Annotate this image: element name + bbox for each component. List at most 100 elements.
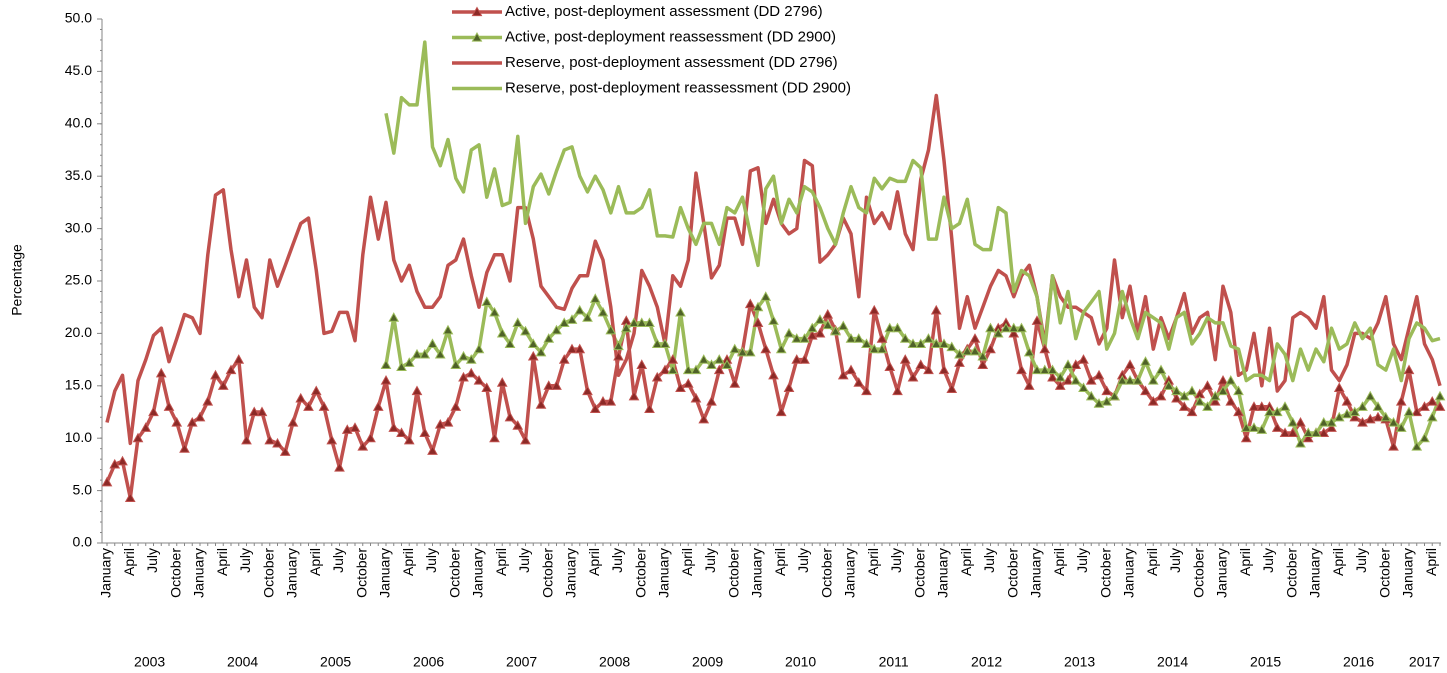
data-point <box>675 382 686 392</box>
data-point <box>853 377 865 387</box>
data-point <box>682 364 694 375</box>
data-point <box>845 333 857 343</box>
data-point <box>977 359 989 369</box>
data-point <box>589 403 601 413</box>
data-point <box>295 392 307 403</box>
data-point <box>566 314 578 324</box>
data-point <box>1062 359 1074 369</box>
y-tick-label: 40.0 <box>65 115 92 131</box>
data-point <box>752 317 764 328</box>
data-point <box>504 411 516 422</box>
data-point <box>1411 406 1423 417</box>
data-point <box>923 364 934 375</box>
data-point <box>248 406 260 417</box>
data-point <box>202 395 214 406</box>
data-point <box>1078 382 1089 392</box>
x-tick-label: April <box>493 548 509 576</box>
data-point <box>1364 413 1376 424</box>
x-tick-label: April <box>400 548 416 576</box>
data-point <box>380 375 392 385</box>
legend-label: Active, post-deployment reassessment (DD… <box>505 28 836 45</box>
data-point <box>403 434 415 445</box>
data-point <box>744 346 756 357</box>
data-point <box>868 343 880 354</box>
data-point <box>442 324 454 335</box>
data-point <box>225 364 237 375</box>
data-point <box>752 301 764 312</box>
data-point <box>1093 398 1105 408</box>
data-point <box>1240 432 1252 443</box>
data-point <box>310 385 322 396</box>
data-point <box>427 445 438 455</box>
year-label: 2005 <box>320 654 351 670</box>
data-point <box>737 346 748 357</box>
data-point <box>1054 371 1066 382</box>
year-label: 2009 <box>692 654 723 670</box>
data-point <box>450 401 462 411</box>
data-point <box>1031 315 1043 325</box>
data-point <box>636 317 648 328</box>
data-point <box>1287 416 1299 427</box>
data-point <box>1016 322 1027 333</box>
year-label: 2015 <box>1250 654 1281 670</box>
data-point <box>605 324 617 335</box>
x-tick-label: October <box>911 548 927 598</box>
x-tick-label: January <box>563 548 579 598</box>
data-point <box>597 395 609 406</box>
data-point <box>1434 390 1446 401</box>
data-point <box>644 317 655 328</box>
year-label: 2006 <box>413 654 444 670</box>
data-point <box>837 369 849 380</box>
data-point <box>775 343 787 354</box>
data-point <box>1186 385 1198 396</box>
data-point <box>1326 416 1337 427</box>
x-tick-label: January <box>1028 548 1044 598</box>
data-point <box>837 320 849 331</box>
data-point <box>915 338 927 348</box>
data-point <box>899 354 911 364</box>
data-point <box>930 304 942 315</box>
data-point <box>496 377 508 387</box>
x-tick-label: October <box>632 548 648 598</box>
data-point <box>899 333 911 343</box>
legend-marker <box>471 31 483 42</box>
data-point <box>1349 406 1361 417</box>
data-point <box>427 338 438 348</box>
data-point <box>1372 411 1384 422</box>
data-point <box>706 395 717 406</box>
year-label: 2003 <box>134 654 165 670</box>
data-point <box>729 378 741 388</box>
data-point <box>396 361 407 372</box>
data-point <box>992 327 1004 338</box>
data-point <box>876 333 888 343</box>
data-point <box>636 359 648 369</box>
data-point <box>977 350 989 361</box>
x-tick-label: April <box>307 548 323 576</box>
x-tick-label: October <box>1097 548 1113 598</box>
data-point <box>520 325 531 336</box>
y-tick-label: 25.0 <box>65 272 92 288</box>
data-point <box>1140 385 1151 396</box>
data-point <box>1233 385 1244 396</box>
data-point <box>434 348 446 359</box>
data-point <box>388 422 400 432</box>
x-tick-label: July <box>981 548 997 573</box>
data-point <box>1140 356 1151 366</box>
data-point <box>1388 416 1399 427</box>
data-point <box>923 333 934 343</box>
x-tick-label: July <box>1260 548 1276 573</box>
year-label: 2011 <box>879 654 909 670</box>
y-tick-label: 45.0 <box>65 62 92 78</box>
y-tick-label: 30.0 <box>65 219 92 235</box>
data-point <box>1341 395 1353 406</box>
data-point <box>1295 416 1306 427</box>
data-point <box>210 369 221 380</box>
x-tick-label: October <box>353 548 369 598</box>
x-tick-label: January <box>284 548 300 598</box>
data-point <box>961 345 973 356</box>
data-point <box>1395 395 1407 406</box>
data-point <box>1070 359 1082 369</box>
data-point <box>1426 395 1438 406</box>
data-point <box>558 354 570 364</box>
data-point <box>806 322 818 333</box>
